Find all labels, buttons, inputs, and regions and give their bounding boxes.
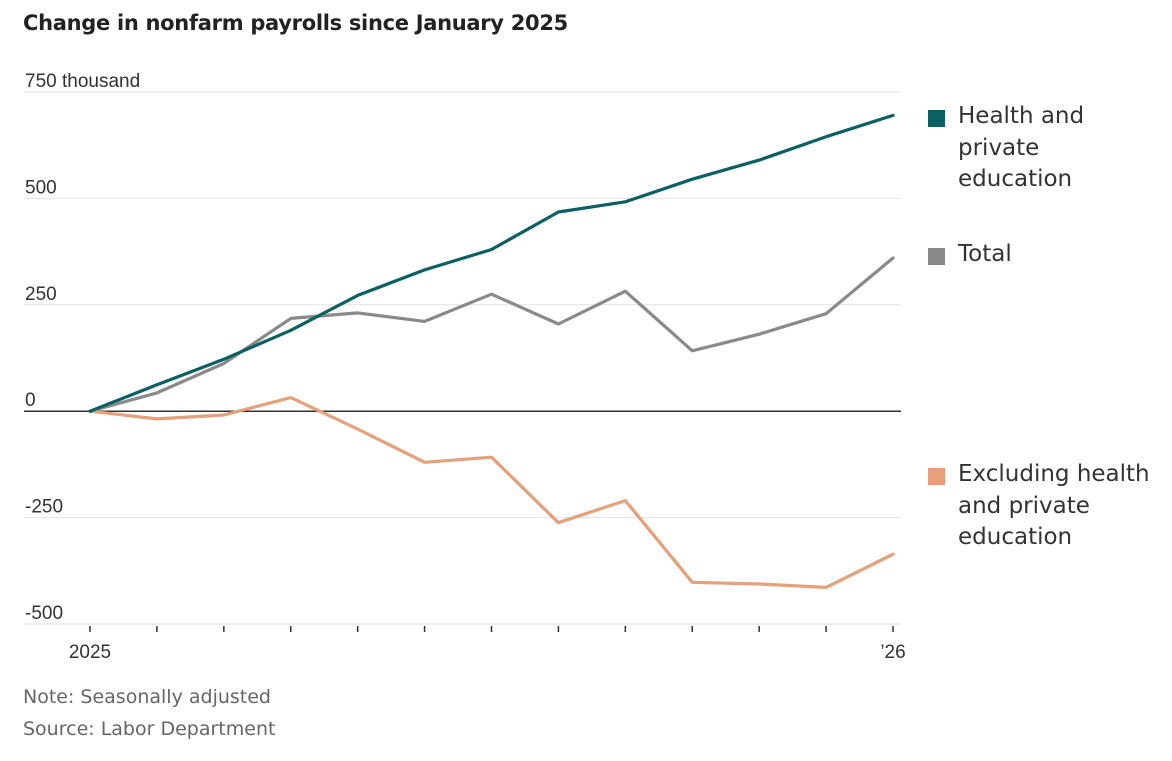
y-tick-label: 500 [25,177,57,198]
y-tick-label: 750 thousand [25,71,140,92]
x-tick-label: 2025 [69,642,111,663]
legend-label-excluding: Excluding health and private education [958,461,1150,550]
y-tick-label: -500 [25,603,63,624]
legend-swatch-excluding [928,468,945,485]
source-text: Source: Labor Department [23,718,276,740]
legend-label-health: Health and private education [958,103,1085,192]
series-line-0 [88,113,895,413]
x-axis: 2025 ’26 [69,626,906,663]
legend-swatch-health [928,110,945,127]
y-axis-ticks: -500 -250 0 250 500 750 thousand [25,71,140,624]
gridlines [24,91,901,625]
series-lines [88,113,895,590]
x-tick-label: ’26 [880,642,905,663]
y-tick-label: 0 [25,390,36,411]
note-text: Note: Seasonally adjusted [23,686,271,708]
y-tick-label: 250 [25,284,57,305]
chart-title: Change in nonfarm payrolls since January… [23,11,568,35]
legend-swatch-total [928,248,945,265]
series-line-1 [88,256,895,413]
legend-label-total: Total [958,241,1012,267]
series-line-2 [88,396,895,590]
y-tick-label: -250 [25,497,63,518]
